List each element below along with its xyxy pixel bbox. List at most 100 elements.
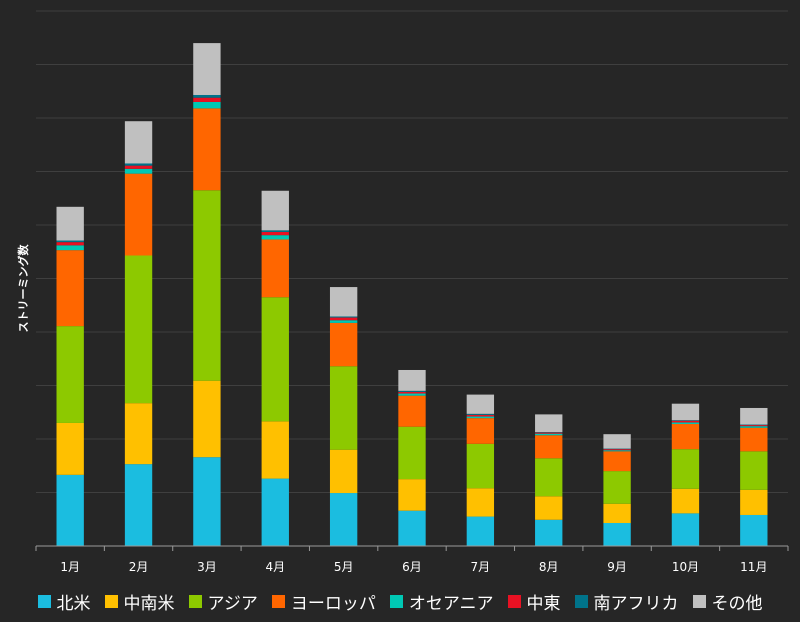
bar-segment <box>740 489 768 515</box>
x-tick-label: 2月 <box>129 560 149 574</box>
legend-label: 中南米 <box>123 593 175 614</box>
bar-segment <box>193 108 221 191</box>
legend-item: オセアニア <box>389 589 494 614</box>
bar-segment <box>398 510 426 546</box>
bar-segment <box>261 239 289 298</box>
bar-segment <box>124 165 153 169</box>
bar-segment <box>124 464 153 546</box>
bar-segment <box>671 420 700 421</box>
bar-segment <box>740 451 768 490</box>
bar-segment <box>398 391 426 394</box>
bar-segment <box>124 163 153 166</box>
bar-segment <box>740 424 768 426</box>
bar-segment <box>261 297 289 422</box>
legend-label: 中東 <box>526 593 561 614</box>
bar-segment <box>56 206 84 241</box>
bar-segment <box>398 369 426 391</box>
bar-segment <box>193 43 221 95</box>
bar-segment <box>466 413 495 415</box>
bar-segment <box>261 190 289 231</box>
bar-segment <box>261 421 289 479</box>
x-tick-label: 1月 <box>60 560 80 574</box>
bar-segment <box>329 287 358 317</box>
bar-segment <box>603 434 631 449</box>
chart-legend: 北米 中南米 アジア ヨーロッパ オセアニア 中東 南アフリカ その他 <box>0 586 800 616</box>
bar-segment <box>671 449 700 489</box>
bar-segment <box>398 390 426 392</box>
bar-segment <box>535 432 563 433</box>
bar-segment <box>740 425 768 427</box>
bar-segment <box>603 503 631 523</box>
bar-segment <box>124 173 153 256</box>
x-tick-label: 6月 <box>402 560 422 574</box>
legend-item: ヨーロッパ <box>271 589 376 614</box>
bar-segment <box>261 478 289 546</box>
legend-label: ヨーロッパ <box>290 593 376 614</box>
x-tick-label: 11月 <box>740 560 767 574</box>
bar-segment <box>466 488 495 517</box>
bar-segment <box>193 94 221 98</box>
bar-segment <box>329 322 358 367</box>
bar-segment <box>466 416 495 419</box>
bar-segment <box>603 448 631 450</box>
bar-segment <box>261 231 289 236</box>
bar-segment <box>124 255 153 404</box>
bar-segment <box>398 426 426 480</box>
bar-segment <box>466 414 495 417</box>
bar-segment <box>261 235 289 240</box>
bar-segment <box>261 230 289 232</box>
bar-segment <box>740 514 768 546</box>
bar-segment <box>671 513 700 546</box>
bar-segment <box>329 449 358 494</box>
legend-item: 中南米 <box>104 589 175 614</box>
legend-item: その他 <box>692 589 763 614</box>
bar-segment <box>535 496 563 520</box>
bar-segment <box>124 403 153 465</box>
x-tick-label: 8月 <box>539 560 559 574</box>
bar-segment <box>329 493 358 546</box>
bar-segment <box>603 522 631 546</box>
legend-swatch <box>692 594 706 608</box>
x-tick-label: 9月 <box>607 560 627 574</box>
y-axis-label: ストリーミング数 <box>16 244 30 333</box>
bar-segment <box>671 488 700 514</box>
bar-segment <box>740 426 768 428</box>
legend-swatch <box>574 594 588 608</box>
bar-segment <box>535 432 563 434</box>
bar-segment <box>193 101 221 109</box>
bar-segment <box>193 380 221 458</box>
bar-segment <box>740 407 768 425</box>
bar-segment <box>466 394 495 414</box>
chart-plot: ストリーミング数 1月 2月 3月 4月 5月 6月 7月 8月 9月 10月 11月 <box>16 10 789 574</box>
bar-segment <box>193 190 221 381</box>
bar-segment <box>56 474 84 546</box>
bar-segment <box>56 250 84 327</box>
legend-swatch <box>104 594 118 608</box>
bar-segment <box>398 393 426 396</box>
bar-segment <box>535 458 563 497</box>
bar-segment <box>329 320 358 323</box>
x-tick-label: 5月 <box>334 560 354 574</box>
legend-label: アジア <box>207 593 258 614</box>
legend-item: 中東 <box>507 589 561 614</box>
bar-segment <box>193 97 221 102</box>
bar-segment <box>671 424 700 450</box>
bar-segment <box>603 449 631 451</box>
bar-segment <box>466 418 495 444</box>
bar-segment <box>398 479 426 511</box>
bar-segment <box>603 471 631 504</box>
bar-segment <box>124 121 153 164</box>
bar-segment <box>329 317 358 321</box>
legend-label: 南アフリカ <box>593 593 679 614</box>
bar-segment <box>124 168 153 174</box>
legend-label: オセアニア <box>408 593 494 614</box>
bar-segment <box>535 435 563 459</box>
bar-segment <box>671 403 700 421</box>
legend-item: アジア <box>188 589 258 614</box>
x-tick-label: 3月 <box>197 560 217 574</box>
x-tick-label: 10月 <box>672 560 699 574</box>
legend-label: その他 <box>711 593 763 614</box>
bar-segment <box>398 395 426 427</box>
bar-segment <box>671 420 700 423</box>
